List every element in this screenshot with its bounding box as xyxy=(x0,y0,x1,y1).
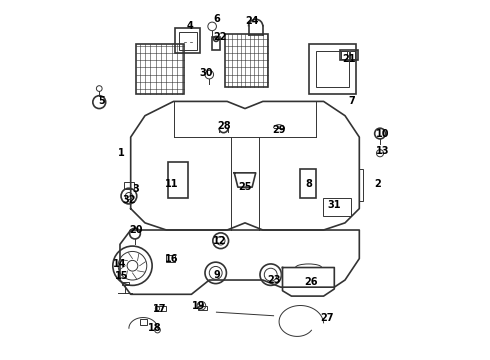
Bar xyxy=(323,198,351,216)
Bar xyxy=(212,37,220,50)
Text: 25: 25 xyxy=(238,182,252,192)
Text: 2: 2 xyxy=(374,179,381,189)
Text: 14: 14 xyxy=(113,259,126,269)
Polygon shape xyxy=(283,267,334,296)
Text: 8: 8 xyxy=(306,179,313,189)
Bar xyxy=(123,182,134,189)
Text: 23: 23 xyxy=(267,275,280,285)
Polygon shape xyxy=(131,102,359,230)
Text: 29: 29 xyxy=(272,125,286,135)
Text: 17: 17 xyxy=(152,304,166,314)
Text: 11: 11 xyxy=(165,179,178,189)
Bar xyxy=(175,28,200,53)
Bar xyxy=(359,169,363,202)
Bar xyxy=(179,32,197,50)
Bar xyxy=(300,169,317,198)
Bar xyxy=(225,33,268,87)
Bar xyxy=(155,306,166,311)
Text: 3: 3 xyxy=(133,184,140,194)
Text: 15: 15 xyxy=(115,271,128,282)
Text: 22: 22 xyxy=(213,32,227,42)
Text: 21: 21 xyxy=(342,54,355,64)
Bar xyxy=(168,162,188,198)
Text: 16: 16 xyxy=(165,253,178,264)
Text: 19: 19 xyxy=(192,301,205,311)
Text: 4: 4 xyxy=(186,21,193,31)
Text: 1: 1 xyxy=(119,148,125,158)
Text: 7: 7 xyxy=(348,96,355,107)
Text: 9: 9 xyxy=(213,270,220,280)
Text: 28: 28 xyxy=(217,121,230,131)
Text: 6: 6 xyxy=(213,14,220,24)
Text: 31: 31 xyxy=(327,200,341,210)
Text: 30: 30 xyxy=(199,68,213,78)
Bar xyxy=(340,50,358,60)
Text: 13: 13 xyxy=(376,147,389,157)
Bar xyxy=(140,319,147,325)
Bar xyxy=(136,44,184,94)
Text: 27: 27 xyxy=(320,312,334,323)
Bar xyxy=(342,51,347,59)
Bar xyxy=(198,306,207,310)
Polygon shape xyxy=(120,230,359,294)
Bar xyxy=(166,255,174,262)
Text: 24: 24 xyxy=(245,16,259,26)
Polygon shape xyxy=(234,173,256,187)
Text: 26: 26 xyxy=(304,277,318,287)
Text: 32: 32 xyxy=(122,195,136,204)
Bar xyxy=(309,44,356,94)
Bar xyxy=(122,282,129,285)
Text: 5: 5 xyxy=(98,96,105,107)
Text: 12: 12 xyxy=(213,236,227,246)
Text: 10: 10 xyxy=(376,129,389,139)
Text: 20: 20 xyxy=(129,225,143,235)
Bar xyxy=(317,51,348,87)
Text: 18: 18 xyxy=(148,323,162,333)
Bar xyxy=(350,51,355,59)
